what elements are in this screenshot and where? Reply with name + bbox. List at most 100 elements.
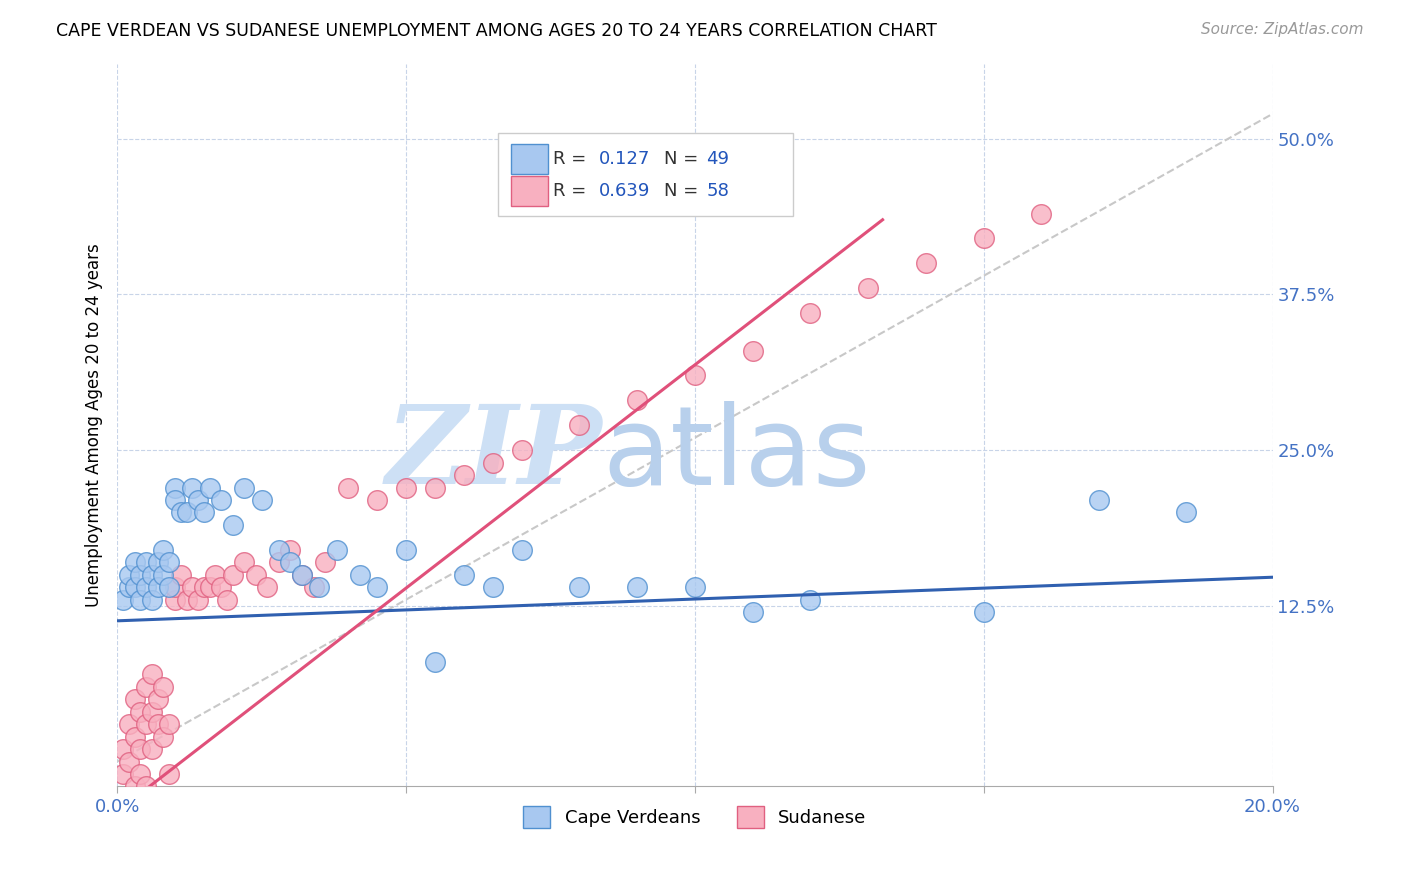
Point <box>302 580 325 594</box>
Point <box>152 542 174 557</box>
Point <box>222 517 245 532</box>
Point <box>325 542 347 557</box>
Point <box>163 592 186 607</box>
Point <box>152 680 174 694</box>
Point <box>915 256 938 270</box>
Point <box>135 780 157 794</box>
Point <box>118 755 141 769</box>
Point <box>280 555 302 569</box>
Point <box>626 580 648 594</box>
Point <box>626 393 648 408</box>
Point <box>141 592 163 607</box>
Point <box>198 481 221 495</box>
Point <box>314 555 336 569</box>
FancyBboxPatch shape <box>512 144 548 174</box>
Text: atlas: atlas <box>602 401 870 508</box>
Point <box>124 692 146 706</box>
Point <box>250 493 273 508</box>
Point <box>1031 206 1053 220</box>
Point <box>568 580 591 594</box>
Point <box>118 567 141 582</box>
Point <box>129 705 152 719</box>
Point <box>135 680 157 694</box>
Point <box>111 767 134 781</box>
Point <box>129 592 152 607</box>
Point <box>187 592 209 607</box>
Point <box>135 555 157 569</box>
Point <box>152 567 174 582</box>
Point <box>453 468 475 483</box>
Point <box>209 580 232 594</box>
Text: CAPE VERDEAN VS SUDANESE UNEMPLOYMENT AMONG AGES 20 TO 24 YEARS CORRELATION CHAR: CAPE VERDEAN VS SUDANESE UNEMPLOYMENT AM… <box>56 22 938 40</box>
Point <box>337 481 360 495</box>
Point <box>510 443 533 458</box>
Point <box>233 481 256 495</box>
Point <box>170 567 193 582</box>
Text: R =: R = <box>553 150 592 168</box>
Text: ZIP: ZIP <box>385 401 602 508</box>
Point <box>481 456 503 470</box>
Point <box>157 580 180 594</box>
Point <box>193 506 215 520</box>
Y-axis label: Unemployment Among Ages 20 to 24 years: Unemployment Among Ages 20 to 24 years <box>86 244 103 607</box>
Point <box>256 580 278 594</box>
Point <box>1174 506 1197 520</box>
Point <box>423 481 446 495</box>
Point <box>124 780 146 794</box>
Point <box>423 655 446 669</box>
Point <box>187 493 209 508</box>
Point <box>163 580 186 594</box>
Point <box>170 506 193 520</box>
Point <box>481 580 503 594</box>
FancyBboxPatch shape <box>512 176 548 206</box>
Point <box>291 567 314 582</box>
Point <box>267 542 290 557</box>
Point <box>129 767 152 781</box>
Point <box>741 605 763 619</box>
Point <box>568 418 591 433</box>
Point <box>204 567 226 582</box>
Point <box>124 555 146 569</box>
Point <box>973 605 995 619</box>
Point <box>973 231 995 245</box>
Point <box>291 567 314 582</box>
Point <box>799 592 821 607</box>
Point <box>118 580 141 594</box>
Point <box>141 667 163 681</box>
Point <box>141 567 163 582</box>
Point <box>209 493 232 508</box>
Text: 0.127: 0.127 <box>599 150 651 168</box>
Point <box>157 555 180 569</box>
Point <box>118 717 141 731</box>
Point <box>683 580 706 594</box>
Point <box>1088 493 1111 508</box>
Point <box>267 555 290 569</box>
Point <box>124 730 146 744</box>
Point <box>163 493 186 508</box>
Point <box>366 493 388 508</box>
Point <box>146 555 169 569</box>
FancyBboxPatch shape <box>499 133 793 216</box>
Point <box>215 592 238 607</box>
Point <box>349 567 371 582</box>
Point <box>683 368 706 383</box>
Point <box>193 580 215 594</box>
Point <box>799 306 821 320</box>
Point <box>141 742 163 756</box>
Point <box>146 692 169 706</box>
Point <box>146 580 169 594</box>
Point <box>280 542 302 557</box>
Point <box>222 567 245 582</box>
Point <box>245 567 267 582</box>
Point <box>510 542 533 557</box>
Point <box>141 705 163 719</box>
Point <box>135 717 157 731</box>
Text: 58: 58 <box>706 182 730 200</box>
Point <box>181 580 204 594</box>
Point <box>135 580 157 594</box>
Text: R =: R = <box>553 182 592 200</box>
Point <box>233 555 256 569</box>
Point <box>157 717 180 731</box>
Point <box>129 567 152 582</box>
Point <box>181 481 204 495</box>
